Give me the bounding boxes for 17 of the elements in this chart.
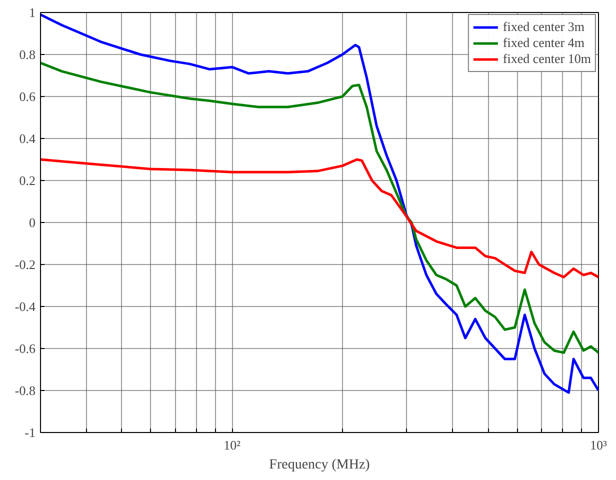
legend-label: fixed center 10m: [502, 51, 591, 67]
legend-label: fixed center 4m: [502, 35, 584, 51]
x-tick-label: 10³: [590, 438, 608, 452]
y-tick-label: 0.6: [19, 89, 36, 104]
x-axis-title: Frequency (MHz): [269, 458, 370, 472]
legend-label: fixed center 3m: [502, 19, 584, 35]
y-tick-label: -0.2: [14, 257, 36, 272]
y-tick-label: 0.2: [19, 173, 36, 188]
x-tick-label: 10²: [224, 438, 241, 452]
y-tick-label: -0.8: [14, 383, 36, 398]
y-tick-label: 1: [29, 5, 36, 20]
y-tick-label: -0.6: [14, 341, 36, 356]
y-tick-label: 0: [29, 215, 36, 230]
y-tick-label: -1: [24, 425, 36, 440]
y-tick-label: -0.4: [14, 299, 36, 314]
y-tick-label: 0.8: [19, 47, 36, 62]
y-tick-label: 0.4: [19, 131, 36, 146]
